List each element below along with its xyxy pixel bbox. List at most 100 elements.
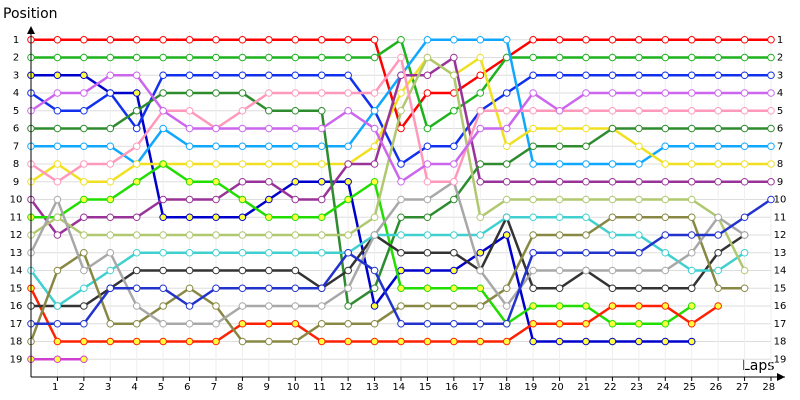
x-tick-label: 6 — [184, 382, 190, 393]
point — [740, 106, 749, 115]
point — [212, 124, 220, 133]
point — [370, 337, 379, 346]
x-tick-label: 20 — [551, 382, 564, 393]
point — [291, 284, 300, 293]
point — [555, 302, 564, 310]
point — [450, 106, 458, 115]
x-tick-label: 17 — [472, 382, 485, 393]
point — [265, 284, 273, 293]
point — [265, 195, 273, 204]
point — [397, 319, 405, 328]
point — [291, 89, 300, 97]
point — [582, 71, 590, 80]
point — [767, 71, 775, 80]
point — [714, 124, 722, 133]
point — [159, 248, 167, 257]
point — [582, 160, 590, 168]
x-tick-label: 14 — [392, 382, 405, 393]
point — [740, 177, 749, 186]
point — [555, 177, 564, 186]
point — [502, 106, 511, 115]
x-tick-label: 4 — [131, 382, 137, 393]
point — [767, 160, 775, 168]
point — [132, 284, 141, 293]
point — [212, 195, 220, 204]
point — [185, 213, 194, 222]
point — [80, 160, 88, 168]
point — [344, 319, 352, 328]
point — [608, 195, 617, 204]
point — [687, 89, 696, 97]
y-tick-label: 8 — [13, 159, 19, 170]
point — [450, 142, 458, 151]
y-tick-label-right: 16 — [774, 301, 787, 312]
point — [159, 160, 167, 168]
point — [238, 89, 247, 97]
point — [661, 248, 670, 257]
point — [397, 266, 405, 275]
point — [265, 266, 273, 275]
point — [608, 284, 617, 293]
point — [80, 337, 88, 346]
y-tick-label-right: 1 — [777, 35, 783, 46]
point — [502, 195, 511, 204]
point — [185, 71, 194, 80]
point — [317, 106, 326, 115]
point — [80, 71, 88, 80]
point — [740, 35, 749, 44]
point — [582, 213, 590, 222]
point — [687, 35, 696, 44]
point — [635, 177, 643, 186]
point — [582, 177, 590, 186]
x-tick-label: 23 — [630, 382, 643, 393]
point — [767, 142, 775, 151]
point — [185, 89, 194, 97]
point — [740, 266, 749, 275]
point — [555, 35, 564, 44]
point — [185, 195, 194, 204]
point — [53, 337, 62, 346]
point — [80, 106, 88, 115]
point — [370, 213, 379, 222]
point — [80, 177, 88, 186]
point — [635, 160, 643, 168]
point — [423, 248, 432, 257]
point — [317, 337, 326, 346]
point — [661, 302, 670, 310]
point — [132, 337, 141, 346]
point — [291, 124, 300, 133]
point — [80, 142, 88, 151]
point — [238, 248, 247, 257]
y-tick-label-right: 7 — [777, 141, 783, 152]
point — [450, 337, 458, 346]
point — [450, 195, 458, 204]
point — [132, 124, 141, 133]
point — [423, 160, 432, 168]
point — [370, 266, 379, 275]
point — [317, 319, 326, 328]
point — [185, 160, 194, 168]
point — [317, 248, 326, 257]
point — [397, 160, 405, 168]
point — [582, 248, 590, 257]
point — [317, 213, 326, 222]
point — [317, 302, 326, 310]
point — [502, 35, 511, 44]
x-tick-label: 27 — [736, 382, 749, 393]
point — [608, 337, 617, 346]
point — [476, 71, 485, 80]
point — [397, 35, 405, 44]
point — [608, 53, 617, 62]
point — [291, 213, 300, 222]
point — [238, 71, 247, 80]
point — [714, 266, 722, 275]
point — [714, 248, 722, 257]
point — [317, 142, 326, 151]
point — [53, 195, 62, 204]
point — [291, 231, 300, 239]
y-tick-label: 9 — [13, 177, 19, 188]
point — [185, 35, 194, 44]
point — [370, 142, 379, 151]
